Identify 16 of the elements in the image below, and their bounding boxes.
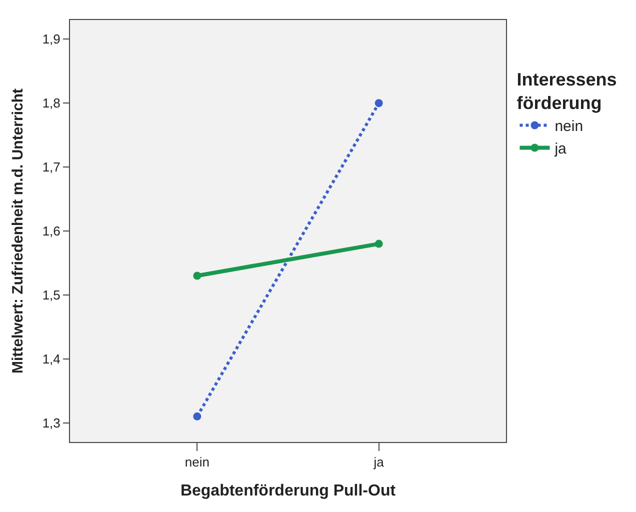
point	[193, 412, 202, 420]
point	[374, 99, 383, 108]
x-axis-title: Begabtenförderung Pull-Out	[180, 482, 396, 500]
y-tick-label: 1,3	[42, 415, 60, 430]
y-tick-label: 1,5	[42, 287, 60, 302]
legend-label: nein	[554, 118, 584, 136]
y-axis-title: Mittelwert: Zufriedenheit m.d. Unterricht	[10, 88, 27, 374]
y-tick-label: 1,4	[42, 351, 60, 366]
point	[374, 240, 383, 248]
legend-title: Interessens förderung	[516, 70, 617, 113]
y-tick-label: 1,9	[42, 32, 60, 47]
y-tick-label: 1,6	[42, 224, 60, 239]
y-tick-label: 1,8	[42, 96, 60, 111]
point	[193, 272, 202, 280]
legend-label: ja	[554, 140, 568, 158]
y-tick-label: 1,7	[42, 160, 60, 175]
